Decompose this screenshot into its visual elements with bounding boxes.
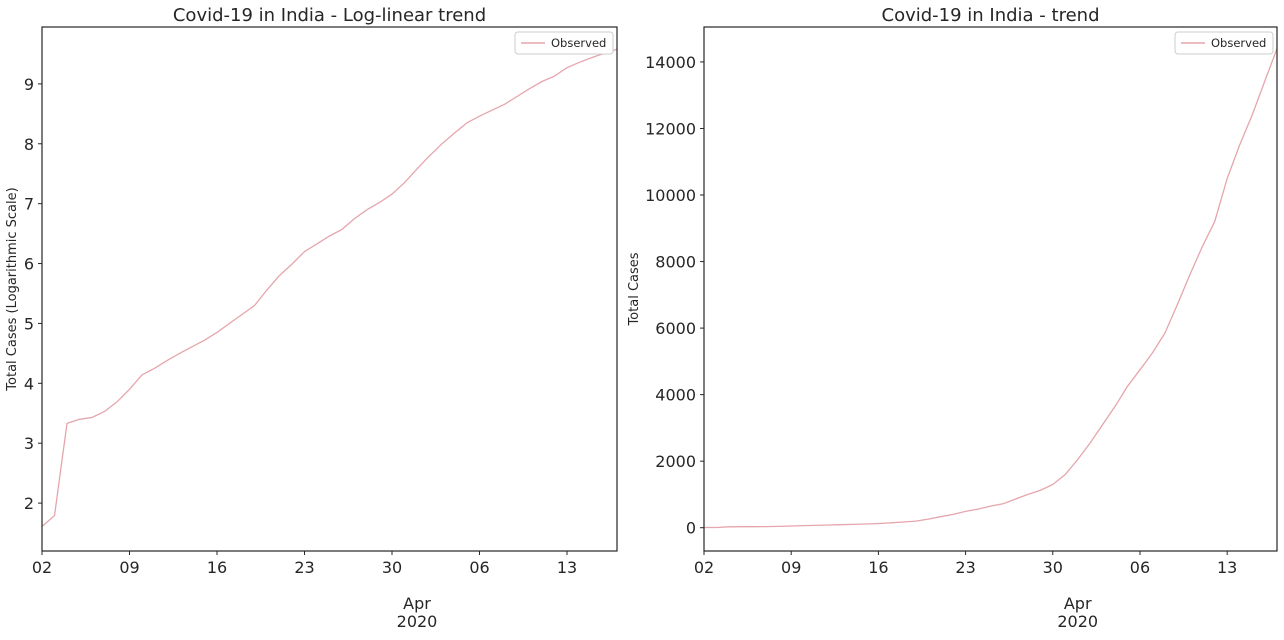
- legend-label: Observed: [551, 36, 606, 50]
- x-tick-label: 13: [557, 558, 577, 577]
- y-tick-label: 9: [24, 75, 34, 94]
- y-tick-label: 8: [24, 135, 34, 154]
- x-tick-label: 06: [469, 558, 489, 577]
- y-tick-label: 12000: [645, 119, 696, 138]
- x-tick-label: 16: [207, 558, 227, 577]
- y-tick-label: 6000: [655, 319, 696, 338]
- y-tick-label: 2000: [655, 452, 696, 471]
- y-tick-label: 5: [24, 314, 34, 333]
- x-tick-label: 09: [119, 558, 139, 577]
- y-tick-label: 4000: [655, 386, 696, 405]
- x-tick-label: 30: [382, 558, 402, 577]
- y-tick-label: 2: [24, 494, 34, 513]
- y-tick-label: 7: [24, 195, 34, 214]
- x-month-label: Apr: [1064, 594, 1092, 613]
- x-year-label: 2020: [1057, 612, 1098, 631]
- plot-area-frame: [41, 26, 618, 552]
- chart-title: Covid-19 in India - trend: [882, 5, 1100, 26]
- y-tick-label: 10000: [645, 186, 696, 205]
- x-tick-label: 06: [1130, 558, 1150, 577]
- legend-box: [514, 31, 614, 55]
- x-tick-label: 23: [294, 558, 314, 577]
- y-tick-label: 4: [24, 374, 34, 393]
- y-axis-label: Total Cases (Logarithmic Scale): [5, 187, 20, 391]
- y-axis-label: Total Cases: [627, 252, 642, 326]
- y-tick-label: 14000: [645, 53, 696, 72]
- y-tick-label: 6: [24, 255, 34, 274]
- y-tick-label: 0: [686, 519, 696, 538]
- x-tick-label: 09: [781, 558, 801, 577]
- legend-box: [1174, 31, 1274, 55]
- plot-area-frame: [703, 26, 1278, 552]
- chart-panel-1: Covid-19 in India - Log-linear trend Tota…: [5, 5, 618, 631]
- x-tick-label: 02: [32, 558, 52, 577]
- x-tick-label: 23: [955, 558, 975, 577]
- legend-label: Observed: [1211, 36, 1266, 50]
- legend: Observed: [514, 31, 614, 55]
- chart-title: Covid-19 in India - Log-linear trend: [173, 5, 486, 26]
- legend: Observed: [1174, 31, 1274, 55]
- x-tick-label: 30: [1043, 558, 1063, 577]
- x-tick-label: 13: [1217, 558, 1237, 577]
- x-tick-label: 16: [868, 558, 888, 577]
- y-tick-label: 3: [24, 434, 34, 453]
- series-line-observed: [41, 48, 618, 527]
- series-line-observed: [704, 48, 1278, 529]
- x-month-label: Apr: [403, 594, 431, 613]
- x-tick-label: 02: [694, 558, 714, 577]
- x-year-label: 2020: [397, 612, 438, 631]
- y-tick-label: 8000: [655, 253, 696, 272]
